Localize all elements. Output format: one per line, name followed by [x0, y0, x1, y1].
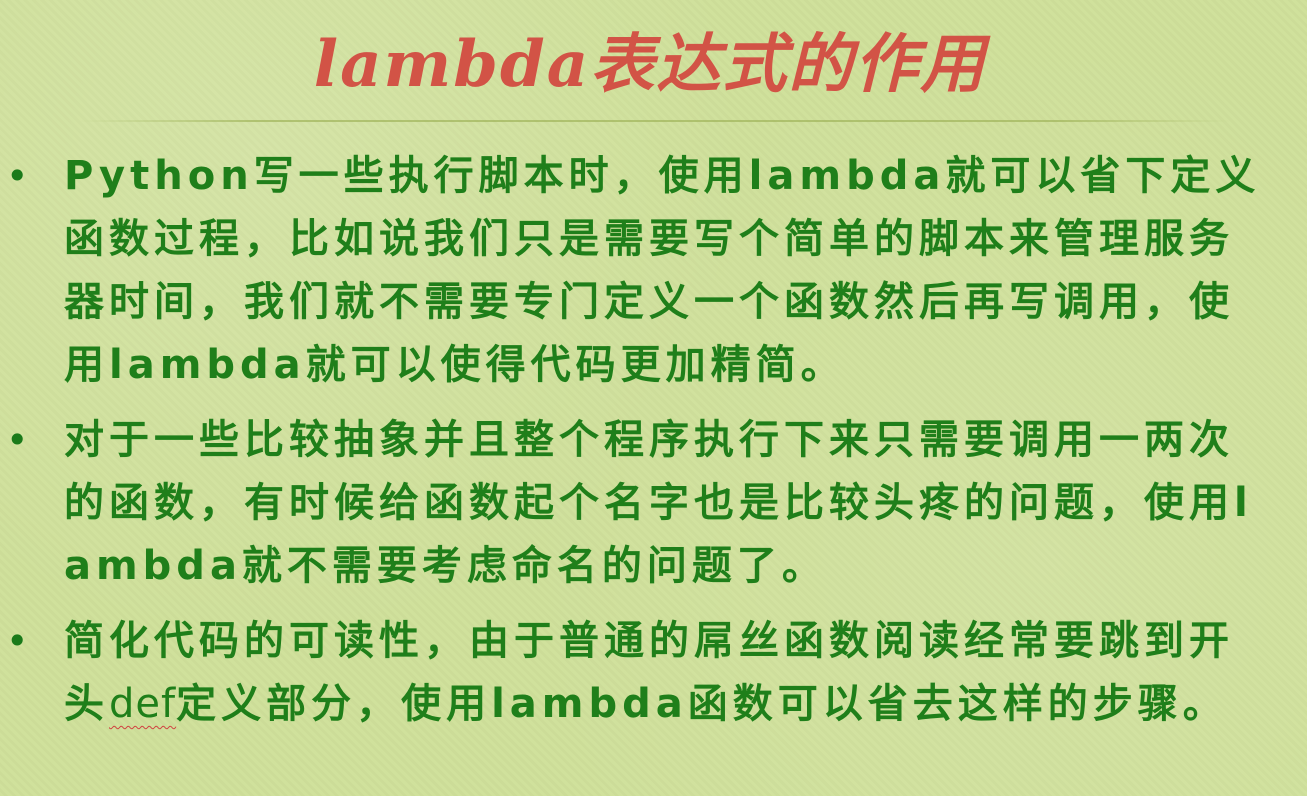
bullet-item: • 简化代码的可读性，由于普通的屌丝函数阅读经常要跳到开头def定义部分，使用l…: [0, 610, 1307, 736]
bullet-text-part: 定义部分，使用lambda函数可以省去这样的步骤。: [176, 681, 1228, 727]
bullet-dot-icon: •: [6, 619, 29, 663]
bullet-text: Python写一些执行脚本时，使用lambda就可以省下定义函数过程，比如说我们…: [64, 153, 1261, 388]
bullet-dot-icon: •: [6, 154, 29, 198]
bullet-text-part: 简化代码的可读性，由于普通的屌丝函数阅读经常要跳到开头: [64, 618, 1234, 727]
title-divider: [80, 120, 1230, 122]
bullet-text: 简化代码的可读性，由于普通的屌丝函数阅读经常要跳到开头def定义部分，使用lam…: [64, 610, 1277, 736]
bullet-dot-icon: •: [6, 418, 29, 462]
def-keyword: def: [109, 681, 177, 727]
bullet-item: • 对于一些比较抽象并且整个程序执行下来只需要调用一两次的函数，有时候给函数起个…: [0, 409, 1307, 598]
bullet-list: • Python写一些执行脚本时，使用lambda就可以省下定义函数过程，比如说…: [0, 145, 1307, 748]
slide-title: lambda表达式的作用: [313, 27, 987, 102]
bullet-text: 对于一些比较抽象并且整个程序执行下来只需要调用一两次的函数，有时候给函数起个名字…: [64, 417, 1253, 589]
bullet-item: • Python写一些执行脚本时，使用lambda就可以省下定义函数过程，比如说…: [0, 145, 1307, 397]
